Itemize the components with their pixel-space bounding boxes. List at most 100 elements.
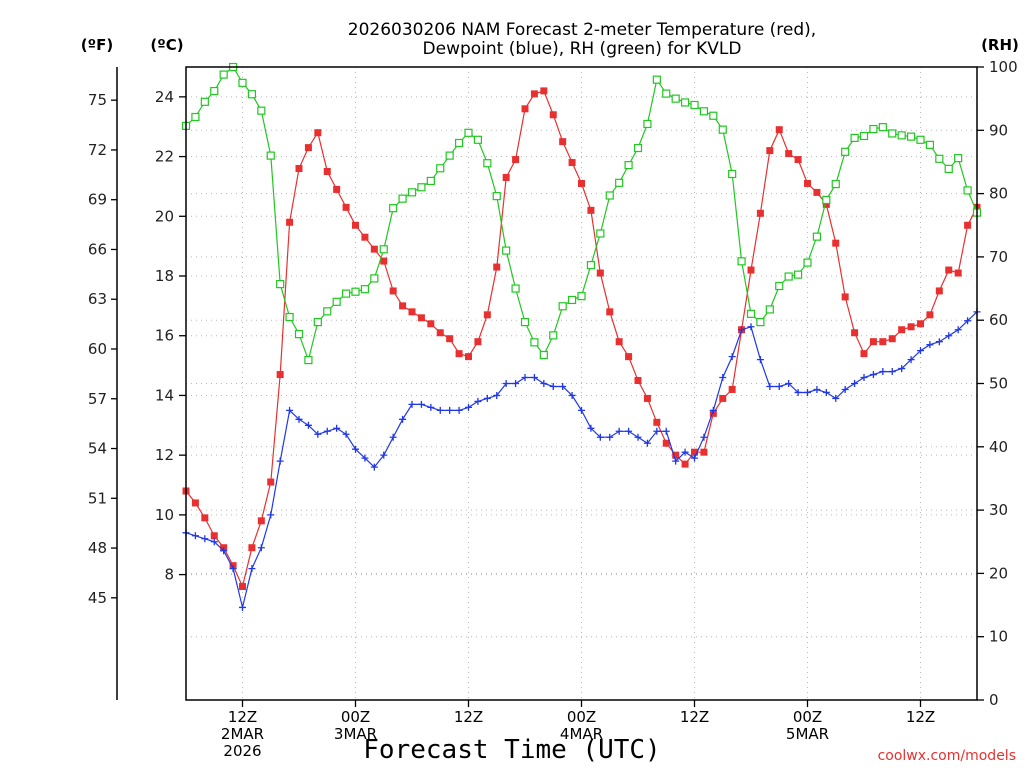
rh-point xyxy=(417,183,426,192)
rh-point xyxy=(313,317,322,327)
rh-point xyxy=(210,86,219,96)
rh-point xyxy=(549,331,558,340)
temperature-point xyxy=(210,532,218,540)
rh-point xyxy=(351,287,360,296)
celsius-tick-label: 14 xyxy=(155,386,174,404)
rh-point xyxy=(944,164,953,174)
x-tick-label: 12Z xyxy=(906,708,935,726)
rh-point xyxy=(859,131,869,141)
fahrenheit-tick-label: 57 xyxy=(88,390,107,408)
rh-point xyxy=(596,229,605,238)
rh-tick-label: 60 xyxy=(989,311,1008,329)
rh-point xyxy=(511,284,520,293)
temperature-point xyxy=(201,514,209,522)
temperature-point xyxy=(860,350,868,358)
dewpoint-point xyxy=(945,332,953,340)
rh-point xyxy=(238,78,247,87)
rh-point xyxy=(586,261,596,270)
rh-point xyxy=(935,154,944,163)
rh-point xyxy=(323,307,332,316)
fahrenheit-unit-label: (ºF) xyxy=(81,36,113,54)
dewpoint-point xyxy=(220,547,228,555)
dewpoint-point xyxy=(568,391,576,399)
rh-point xyxy=(389,204,398,213)
dewpoint-point xyxy=(728,353,736,361)
temperature-point xyxy=(719,394,727,402)
rh-point xyxy=(822,195,831,205)
temperature-point xyxy=(549,111,557,119)
temperature-point xyxy=(465,353,472,361)
dewpoint-point xyxy=(860,374,868,382)
temperature-point xyxy=(342,203,350,211)
dewpoint-point xyxy=(869,371,877,379)
dewpoint-point xyxy=(719,374,727,382)
dewpoint-point xyxy=(352,445,359,453)
dewpoint-point xyxy=(681,448,689,456)
dewpoint-point xyxy=(775,382,783,390)
temperature-point xyxy=(615,338,623,346)
rh-point xyxy=(652,75,661,84)
rh-point xyxy=(219,70,228,79)
dewpoint-point xyxy=(380,451,388,459)
temperature-point xyxy=(540,87,548,95)
rh-point xyxy=(341,289,351,298)
rh-tick-label: 30 xyxy=(989,501,1008,519)
rh-point xyxy=(266,151,275,160)
rh-point xyxy=(502,246,511,255)
dewpoint-point xyxy=(917,347,924,355)
dewpoint-point xyxy=(794,388,802,396)
rh-point xyxy=(454,138,464,148)
dewpoint-point xyxy=(625,427,633,435)
x-tick-label: 00Z xyxy=(341,708,370,726)
rh-tick-label: 0 xyxy=(989,691,999,709)
dewpoint-point xyxy=(191,532,199,540)
dewpoint-point xyxy=(257,544,265,552)
dewpoint-point xyxy=(738,326,746,334)
dewpoint-point xyxy=(596,433,604,441)
rh-point xyxy=(530,338,539,347)
dewpoint-point xyxy=(446,406,454,414)
rh-point xyxy=(445,151,454,160)
temperature-point xyxy=(775,126,783,134)
temperature-point xyxy=(879,338,887,346)
temperature-point xyxy=(239,583,246,591)
rh-point xyxy=(963,186,972,195)
dewpoint-point xyxy=(615,427,623,435)
temperature-point xyxy=(964,221,972,229)
celsius-tick-label: 20 xyxy=(155,207,174,225)
dewpoint-point xyxy=(521,374,529,382)
temperature-point xyxy=(917,320,924,328)
x-tick-label: 12Z xyxy=(680,708,709,726)
temperature-point xyxy=(832,239,840,247)
temperature-point xyxy=(483,311,491,319)
fahrenheit-tick-label: 60 xyxy=(88,340,107,358)
temperature-point xyxy=(408,308,416,316)
temperature-point xyxy=(596,269,604,277)
grid-lines xyxy=(186,66,977,701)
chart-title-line-1: 2026030206 NAM Forecast 2-meter Temperat… xyxy=(348,20,816,40)
x-axis-title: Forecast Time (UTC) xyxy=(363,735,660,765)
x-tick-label: 00Z xyxy=(793,708,822,726)
rh-point xyxy=(737,257,746,266)
rh-point xyxy=(841,147,850,156)
rh-point xyxy=(247,90,257,99)
fahrenheit-tick-label: 51 xyxy=(88,489,107,507)
rh-point xyxy=(954,154,963,163)
temperature-point xyxy=(643,394,651,402)
temperature-point xyxy=(304,144,312,152)
rh-point xyxy=(690,100,699,110)
rh-point xyxy=(605,191,614,200)
dewpoint-point xyxy=(229,565,237,573)
rh-point xyxy=(407,188,417,197)
dewpoint-point xyxy=(672,457,680,465)
rh-point xyxy=(925,140,935,149)
temperature-point xyxy=(314,129,322,137)
temperature-point xyxy=(361,233,369,241)
dewpoint-point xyxy=(813,385,821,393)
temperature-point xyxy=(399,302,407,310)
rh-tick-label: 50 xyxy=(989,375,1008,393)
temperature-point xyxy=(512,156,520,164)
dewpoint-point xyxy=(493,391,501,399)
temperature-point xyxy=(493,263,501,271)
dewpoint-point xyxy=(530,374,538,382)
